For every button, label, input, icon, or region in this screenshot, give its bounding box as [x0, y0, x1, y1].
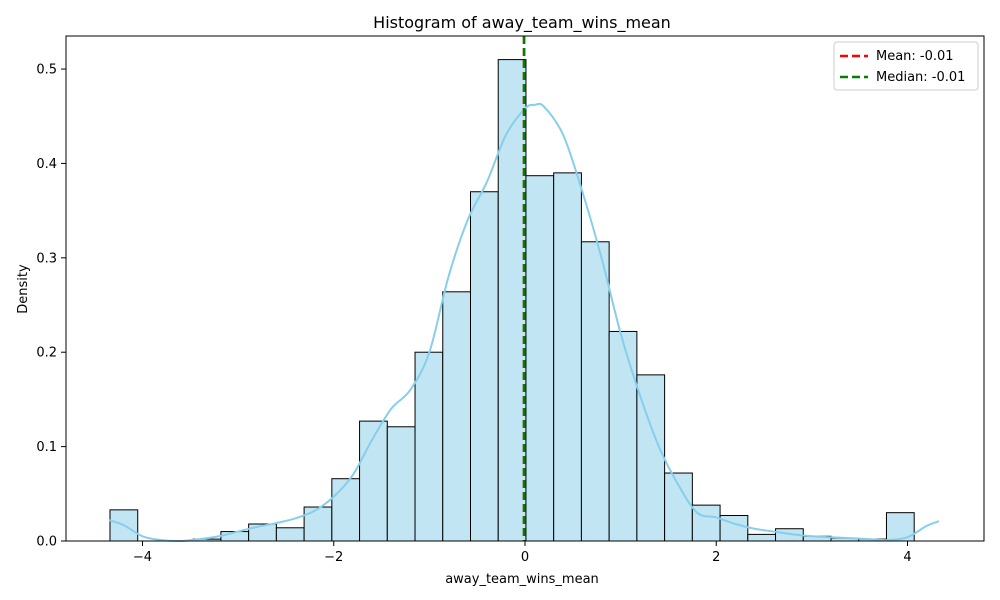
y-tick-label: 0.4 — [36, 157, 57, 172]
x-axis-title: away_team_wins_mean — [445, 572, 599, 587]
histogram-bar — [497, 59, 527, 542]
histogram-bar — [525, 175, 555, 542]
x-tick-label: 4 — [903, 550, 911, 565]
y-tick-label: 0.2 — [36, 346, 57, 361]
legend: Mean: -0.01 Median: -0.01 — [833, 41, 979, 91]
histogram-bar — [303, 506, 333, 542]
histogram-bar — [608, 330, 638, 542]
legend-median-label: Median: -0.01 — [876, 70, 965, 85]
x-axis-ticks: −4 −2 0 2 4 — [133, 541, 912, 565]
histogram-bar — [553, 172, 582, 542]
y-tick-label: 0.0 — [36, 535, 57, 550]
histogram-bar — [414, 351, 444, 542]
y-tick-label: 0.3 — [36, 251, 57, 266]
histogram-bar — [469, 191, 499, 542]
y-axis-title: Density — [16, 264, 31, 314]
histogram-bar — [442, 291, 471, 542]
x-tick-label: 0 — [521, 550, 529, 565]
x-tick-label: 2 — [712, 550, 720, 565]
legend-mean-label: Mean: -0.01 — [876, 49, 954, 64]
x-tick-label: −2 — [324, 550, 343, 565]
x-tick-label: −4 — [133, 550, 152, 565]
histogram-bar — [275, 527, 305, 542]
y-tick-label: 0.1 — [36, 440, 57, 455]
histogram-bar — [386, 426, 416, 542]
y-axis-ticks: 0.0 0.1 0.2 0.3 0.4 0.5 — [36, 63, 66, 550]
histogram-bar — [580, 241, 610, 542]
kde-curve — [108, 102, 940, 543]
legend-box — [833, 41, 979, 91]
histogram-bar — [331, 478, 361, 542]
histogram-bar — [747, 533, 777, 542]
histogram-bars — [109, 59, 915, 542]
chart-title: Histogram of away_team_wins_mean — [373, 13, 671, 33]
y-tick-label: 0.5 — [36, 63, 57, 78]
histogram-bar — [691, 504, 721, 542]
